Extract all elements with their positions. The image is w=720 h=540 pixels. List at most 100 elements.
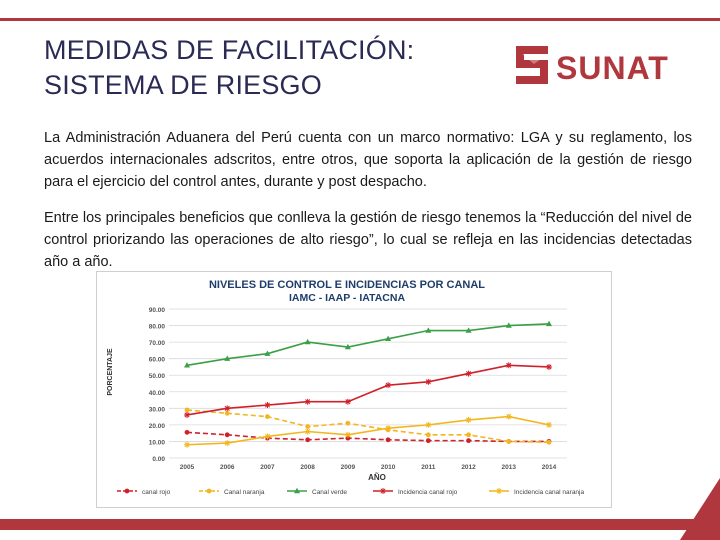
corner-accent [680,478,720,540]
x-tick-label: 2005 [180,464,195,471]
series-line [186,323,550,367]
legend-item: canal rojo [117,488,171,496]
paragraph-benefits: Entre los principales beneficios que con… [44,210,692,270]
data-point [425,327,432,333]
slide-title: MEDIDAS DE FACILITACIÓN: SISTEMA DE RIES… [44,33,514,103]
y-tick-label: 40.00 [149,390,166,397]
x-tick-label: 2011 [421,464,435,471]
x-tick-label: 2008 [300,464,315,471]
x-tick-label: 2013 [502,464,517,471]
data-point [546,320,552,327]
series-canal-naranja [184,407,552,445]
data-point [184,407,190,413]
data-point [496,488,502,494]
slide-header: MEDIDAS DE FACILITACIÓN: SISTEMA DE RIES… [0,0,720,118]
data-point [546,439,552,445]
sunat-logo-mark [516,46,548,84]
y-tick-label: 80.00 [149,324,166,331]
data-point [425,438,431,444]
legend-label: Canal verde [312,489,347,496]
data-point [304,338,311,345]
data-point [184,441,190,448]
sunat-logo: SUNAT [516,46,669,86]
legend-item: Canal naranja [199,488,265,496]
legend-item: Canal verde [287,487,347,496]
data-point [344,398,351,405]
data-point [184,362,190,368]
data-point [380,488,386,494]
data-point [466,432,471,438]
data-point [184,411,190,418]
y-tick-label: 60.00 [149,357,166,364]
legend-label: Incidencia canal naranja [514,489,584,496]
data-point [385,335,392,341]
x-tick-label: 2010 [381,464,396,471]
legend-item: Incidencia canal naranja [489,488,584,496]
y-tick-label: 90.00 [149,307,166,314]
data-point [385,437,391,443]
series-line [186,431,549,443]
legend-item: Incidencia canal rojo [373,488,458,496]
data-point [184,429,190,435]
x-tick-label: 2009 [341,464,356,471]
data-point [304,398,311,405]
incidence-chart: NIVELES DE CONTROL E INCIDENCIAS POR CAN… [107,279,584,496]
data-point [505,413,512,420]
data-point [425,421,432,428]
series-line [186,415,550,446]
y-tick-label: 50.00 [149,373,166,380]
x-tick-label: 2006 [220,464,235,471]
data-point [124,488,130,494]
series-line [186,364,550,416]
data-point [345,420,351,426]
title-line-2: SISTEMA DE RIESGO [44,70,322,100]
data-point [385,425,392,432]
data-point [425,432,431,438]
chart-y-axis-label: PORCENTAJE [107,348,114,396]
title-line-1: MEDIDAS DE FACILITACIÓN: [44,35,415,65]
data-point [505,322,512,328]
y-tick-label: 70.00 [149,340,166,347]
sunat-logo-text: SUNAT [556,50,669,86]
y-tick-label: 30.00 [149,406,166,413]
data-point [345,435,351,441]
data-point [465,327,472,333]
data-point [304,428,311,435]
series-canal-verde [184,320,552,368]
x-tick-label: 2012 [461,464,476,471]
data-point [344,343,351,350]
header-accent-rule [0,18,720,21]
legend-label: Canal naranja [224,489,265,496]
data-point [465,370,472,377]
y-tick-label: 0.00 [152,456,165,463]
data-point [344,431,351,438]
data-point [465,416,472,423]
data-point [506,439,512,444]
data-point [294,487,300,494]
data-point [264,402,271,409]
data-point [224,355,231,361]
series-incidencia-canal-rojo [184,362,552,418]
data-point [305,437,311,443]
data-point [425,378,432,385]
chart-x-axis-label: AÑO [368,473,386,482]
data-point [265,414,270,420]
data-point [546,421,552,428]
data-point [224,432,230,438]
series-incidencia-canal-naranja [184,413,552,448]
data-point [224,440,231,447]
y-tick-label: 20.00 [149,423,166,430]
bottom-accent-bar [0,519,720,530]
chart-frame: NIVELES DE CONTROL E INCIDENCIAS POR CAN… [96,271,612,508]
data-point [505,362,512,369]
data-point [224,405,231,412]
x-tick-label: 2007 [260,464,275,471]
chart-title-line-2: IAMC - IAAP - IATACNA [289,292,405,304]
data-point [206,488,212,494]
data-point [264,350,271,356]
legend-label: Incidencia canal rojo [398,489,458,496]
data-point [466,438,471,444]
data-point [546,363,552,370]
x-tick-label: 2014 [542,464,557,471]
data-point [385,382,392,389]
